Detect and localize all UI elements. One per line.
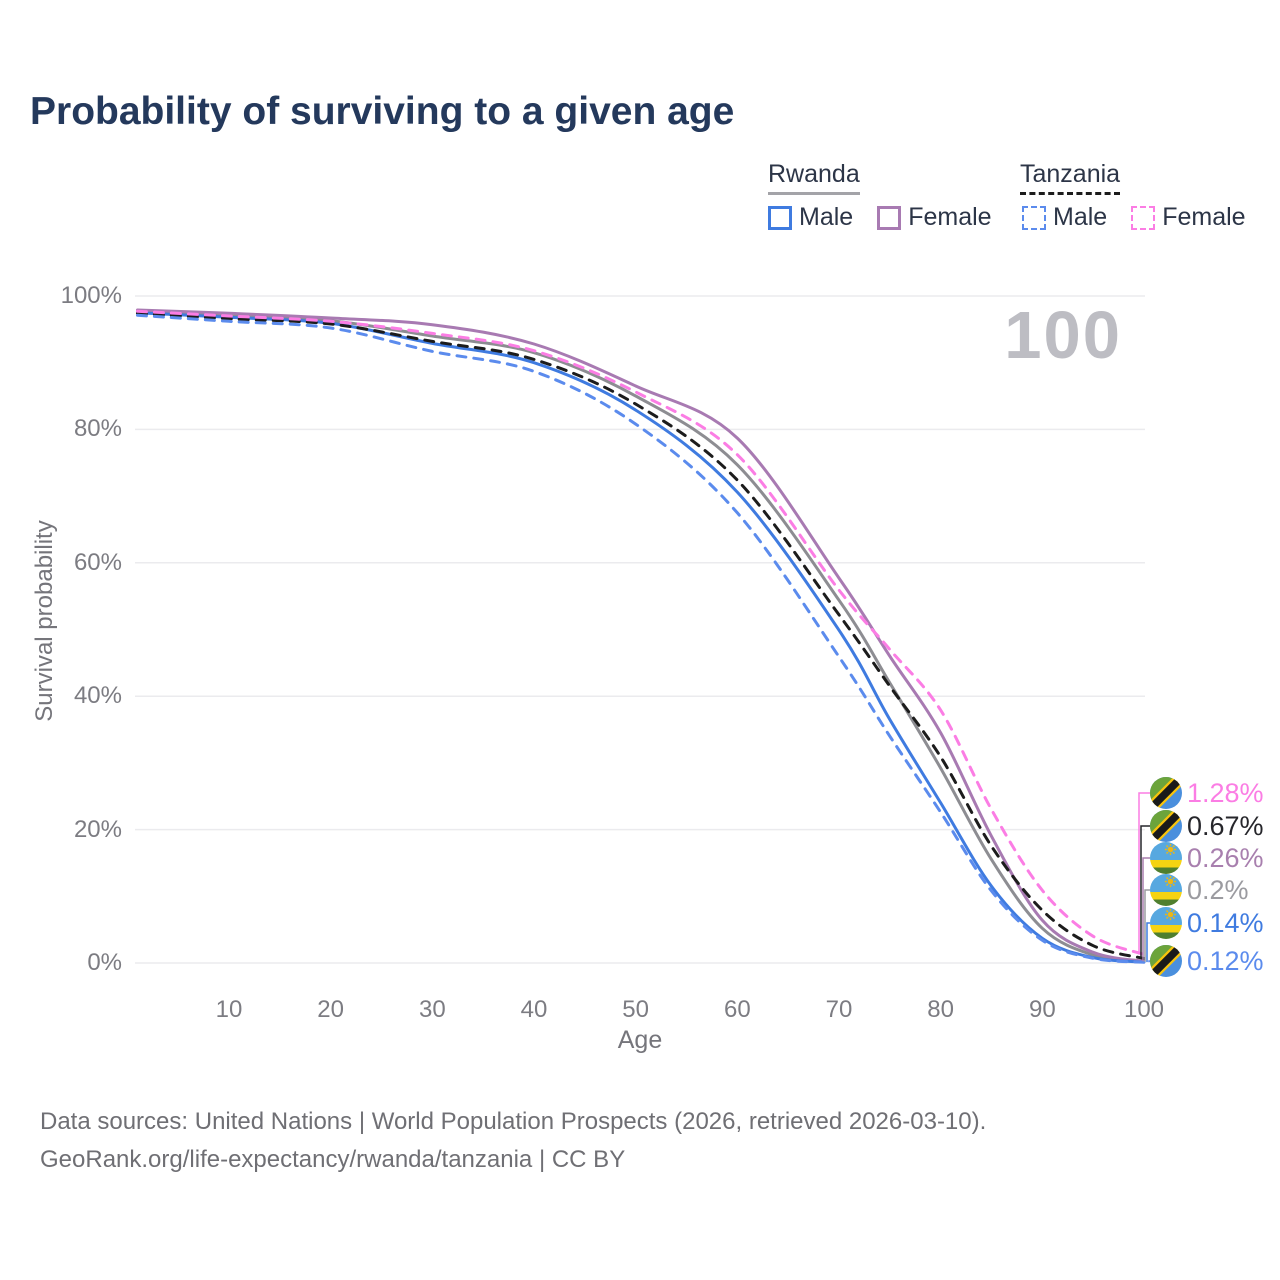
page-title: Probability of surviving to a given age	[30, 90, 735, 133]
legend-tanzania-label: Tanzania	[1020, 160, 1121, 188]
leader-line-2	[1142, 857, 1150, 962]
tanzania-female-swatch[interactable]	[1131, 205, 1156, 230]
end-label-value: 0.14%	[1187, 907, 1264, 938]
x-tick-60: 60	[723, 996, 751, 1023]
x-tick-90: 90	[1028, 996, 1056, 1023]
rwanda-female-label[interactable]: Female	[908, 203, 992, 231]
y-tick-80: 80%	[73, 415, 122, 443]
attribution-text: GeoRank.org/life-expectancy/rwanda/tanza…	[40, 1146, 626, 1173]
end-label-value: 1.28%	[1187, 777, 1264, 808]
end-label-value: 0.26%	[1187, 842, 1264, 873]
end-label-tanzania-male: 0.12%	[1150, 945, 1264, 977]
curve-tanzania-female	[136, 309, 1146, 956]
tanzania-flag-icon	[1150, 810, 1182, 842]
legend-rwanda-label: Rwanda	[768, 160, 860, 188]
rwanda-flag-icon	[1150, 842, 1182, 874]
curve-tanzania-total	[136, 311, 1146, 960]
legend-group-tanzania: Tanzania	[1020, 160, 1120, 195]
x-tick-70: 70	[825, 996, 853, 1023]
end-label-value: 0.2%	[1187, 874, 1249, 905]
end-label-rwanda-male: 0.14%	[1150, 907, 1264, 939]
tanzania-male-label[interactable]: Male	[1053, 203, 1108, 231]
x-axis-title: Age	[617, 1026, 663, 1054]
x-tick-20: 20	[317, 996, 344, 1023]
y-tick-0: 0%	[87, 949, 122, 976]
end-label-value: 0.12%	[1187, 945, 1264, 976]
legend-tanzania-items: Male Female	[1022, 203, 1270, 232]
rwanda-male-label[interactable]: Male	[799, 203, 854, 231]
x-tick-80: 80	[927, 996, 954, 1023]
x-tick-50: 50	[622, 996, 649, 1023]
end-label-value: 0.67%	[1187, 810, 1264, 841]
y-tick-60: 60%	[73, 548, 122, 576]
tanzania-male-swatch[interactable]	[1022, 205, 1046, 230]
curve-tanzania-male	[136, 313, 1146, 964]
tanzania-line-sample	[1020, 192, 1120, 195]
data-sources-text: Data sources: United Nations | World Pop…	[40, 1108, 987, 1135]
y-axis-title: Survival probability	[31, 520, 58, 722]
end-label-rwanda-female: 0.26%	[1150, 842, 1264, 874]
y-tick-20: 20%	[73, 815, 122, 843]
tanzania-flag-icon	[1150, 777, 1182, 809]
end-label-rwanda-total: 0.2%	[1150, 874, 1249, 906]
curve-rwanda-female	[136, 308, 1146, 963]
leader-line-0	[1138, 792, 1150, 955]
x-tick-100: 100	[1123, 996, 1165, 1023]
curve-rwanda-total	[136, 310, 1146, 964]
curve-rwanda-male	[136, 311, 1146, 964]
rwanda-female-swatch[interactable]	[877, 205, 902, 230]
end-label-tanzania-female: 1.28%	[1150, 777, 1264, 809]
x-tick-10: 10	[215, 996, 243, 1023]
rwanda-male-swatch[interactable]	[768, 205, 792, 230]
x-tick-40: 40	[520, 996, 548, 1023]
rwanda-flag-icon	[1150, 907, 1182, 939]
rwanda-flag-icon	[1150, 874, 1182, 906]
tanzania-flag-icon	[1150, 945, 1182, 977]
age-watermark: 100	[1004, 298, 1122, 373]
leader-line-1	[1140, 825, 1150, 959]
x-tick-30: 30	[418, 996, 446, 1023]
tanzania-female-label[interactable]: Female	[1162, 203, 1246, 231]
y-tick-40: 40%	[73, 682, 122, 710]
rwanda-line-sample	[768, 192, 860, 195]
legend-group-rwanda: Rwanda	[768, 160, 860, 195]
y-tick-100: 100%	[60, 282, 122, 309]
legend-rwanda-items: Male Female	[768, 203, 1016, 232]
end-label-tanzania-total: 0.67%	[1150, 810, 1264, 842]
